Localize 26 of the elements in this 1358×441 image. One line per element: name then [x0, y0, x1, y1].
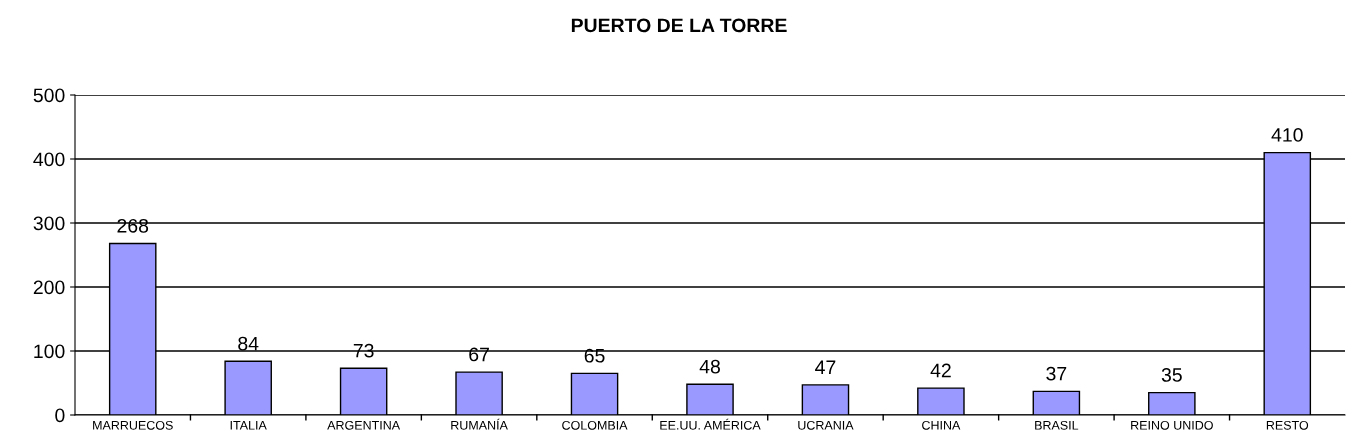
- x-tick-label: MARRUECOS: [93, 420, 173, 430]
- y-tick-label: 400: [33, 152, 65, 167]
- x-tick-label: REINO UNIDO: [1131, 420, 1213, 430]
- y-tick-label: 300: [33, 216, 65, 231]
- data-label: 47: [815, 360, 836, 374]
- x-tick-label: BRASIL: [1035, 420, 1079, 430]
- x-tick-label: COLOMBIA: [562, 420, 628, 430]
- data-label: 35: [1161, 368, 1182, 382]
- data-label: 48: [699, 359, 720, 374]
- x-tick-label: EE.UU. AMÉRICA: [660, 418, 761, 430]
- data-label: 37: [1046, 366, 1067, 381]
- y-tick-label: 500: [33, 88, 65, 103]
- x-tick-label: UCRANIA: [798, 420, 854, 430]
- x-tick-label: ITALIA: [230, 421, 267, 430]
- x-tick-label: RUMANÍA: [451, 418, 508, 430]
- x-tick-label: RESTO: [1266, 420, 1309, 430]
- x-tick-label: ARGENTINA: [327, 420, 401, 430]
- x-tick-label: CHINA: [922, 420, 961, 430]
- data-label: 65: [584, 348, 605, 363]
- data-label: 410: [1271, 128, 1303, 142]
- y-tick-label: 0: [55, 408, 65, 423]
- y-tick-label: 100: [34, 344, 65, 359]
- data-label: 42: [930, 363, 951, 378]
- data-label: 84: [238, 336, 259, 351]
- chart-title: PUERTO DE LA TORRE: [571, 18, 787, 33]
- y-tick-label: 200: [33, 280, 65, 295]
